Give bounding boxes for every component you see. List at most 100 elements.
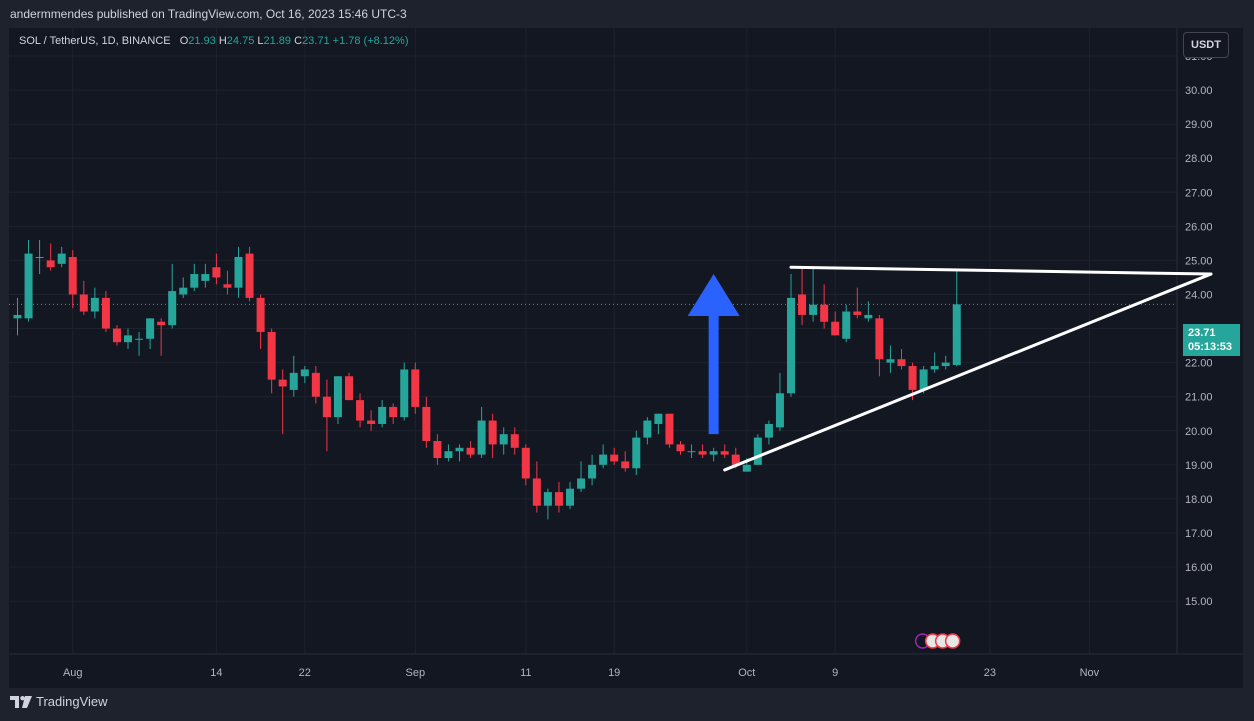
candle-body[interactable]: [90, 297, 99, 312]
candle-body[interactable]: [543, 492, 552, 506]
candle-body[interactable]: [521, 447, 530, 479]
candle-body[interactable]: [698, 451, 707, 455]
candle-body[interactable]: [245, 253, 254, 298]
candle-body[interactable]: [333, 376, 342, 418]
candle-body[interactable]: [831, 321, 840, 336]
candle-body[interactable]: [897, 359, 906, 367]
candle-body[interactable]: [322, 396, 331, 418]
candle-body[interactable]: [367, 420, 376, 424]
candle-body[interactable]: [179, 287, 188, 295]
candle-body[interactable]: [146, 318, 155, 339]
y-tick-label: 19.00: [1185, 460, 1213, 472]
tradingview-brand: TradingView: [36, 694, 108, 709]
candle-body[interactable]: [577, 478, 586, 489]
candle-body[interactable]: [68, 257, 77, 295]
candle-body[interactable]: [24, 253, 33, 319]
candle-body[interactable]: [599, 454, 608, 465]
candle-body[interactable]: [941, 362, 950, 367]
candle-body[interactable]: [101, 297, 110, 329]
tradingview-logo[interactable]: TradingView: [10, 694, 108, 709]
candle-body[interactable]: [787, 297, 795, 394]
up-arrow-drawing[interactable]: [687, 274, 740, 435]
candle-body[interactable]: [687, 451, 696, 453]
candle-body[interactable]: [389, 406, 398, 418]
candle-body[interactable]: [46, 260, 55, 268]
candle-body[interactable]: [300, 369, 309, 377]
last-price-value: 23.71: [1188, 327, 1216, 339]
candle-body[interactable]: [554, 492, 563, 506]
candle-body[interactable]: [455, 447, 464, 452]
candle-body[interactable]: [753, 437, 762, 465]
candle-body[interactable]: [356, 400, 365, 421]
us-flag-icon[interactable]: [944, 633, 961, 649]
candle-body[interactable]: [842, 311, 851, 339]
candlestick-chart[interactable]: 31.0030.0029.0028.0027.0026.0025.0024.00…: [9, 28, 1243, 688]
candle-body[interactable]: [875, 318, 884, 360]
candle-body[interactable]: [610, 454, 619, 462]
candle-body[interactable]: [952, 304, 961, 366]
candle-body[interactable]: [57, 253, 66, 264]
candle-body[interactable]: [400, 369, 409, 418]
candle-body[interactable]: [422, 406, 431, 441]
candle-body[interactable]: [223, 284, 232, 288]
trendline-drawing[interactable]: [723, 272, 1213, 472]
candle-body[interactable]: [720, 451, 729, 455]
candle-body[interactable]: [621, 461, 630, 469]
candle-body[interactable]: [676, 444, 685, 452]
candle-body[interactable]: [201, 274, 210, 281]
candle-body[interactable]: [477, 420, 486, 455]
candle-body[interactable]: [709, 451, 718, 455]
candle-body[interactable]: [13, 314, 22, 319]
candle-body[interactable]: [256, 297, 265, 332]
candle-body[interactable]: [345, 376, 353, 401]
candle-body[interactable]: [919, 369, 928, 390]
candle-body[interactable]: [908, 366, 917, 390]
candle-body[interactable]: [79, 294, 88, 312]
candle-body[interactable]: [588, 464, 597, 479]
candle-body[interactable]: [190, 274, 199, 288]
y-tick-label: 27.00: [1185, 187, 1213, 199]
candle-body[interactable]: [488, 420, 497, 445]
candle-body[interactable]: [864, 314, 873, 319]
candle-body[interactable]: [168, 291, 177, 326]
candle-body[interactable]: [234, 257, 243, 288]
candle-body[interactable]: [510, 434, 519, 448]
candle-body[interactable]: [886, 359, 895, 363]
candle-body[interactable]: [278, 379, 287, 387]
candle-body[interactable]: [775, 393, 784, 428]
candle-body[interactable]: [212, 267, 221, 278]
candle-body[interactable]: [764, 423, 773, 438]
candle-body[interactable]: [930, 366, 939, 370]
candle-body[interactable]: [112, 328, 121, 343]
candle-body[interactable]: [124, 335, 132, 343]
candle-body[interactable]: [157, 321, 166, 326]
candle-body[interactable]: [798, 294, 807, 315]
candle-body[interactable]: [378, 406, 387, 424]
currency-button[interactable]: USDT: [1183, 32, 1229, 58]
candle-body[interactable]: [820, 304, 829, 322]
candle-body[interactable]: [566, 488, 574, 506]
candle-body[interactable]: [665, 413, 674, 445]
candle-body[interactable]: [433, 440, 442, 459]
candle-body[interactable]: [444, 451, 453, 459]
candle-body[interactable]: [499, 434, 508, 445]
candle-body[interactable]: [632, 437, 641, 469]
trendline-drawing[interactable]: [789, 265, 1213, 276]
candle-body[interactable]: [135, 338, 144, 340]
candle-body[interactable]: [731, 454, 740, 465]
candle-body[interactable]: [466, 447, 475, 455]
x-tick-label: Sep: [406, 667, 426, 679]
candle-body[interactable]: [411, 369, 420, 407]
candle-body[interactable]: [289, 372, 298, 390]
candle-body[interactable]: [267, 331, 276, 380]
symbol-title[interactable]: SOL / TetherUS, 1D, BINANCE: [19, 35, 171, 47]
candle-body[interactable]: [311, 372, 320, 397]
candle-body[interactable]: [643, 420, 652, 438]
candle-body[interactable]: [853, 311, 862, 315]
candle-body[interactable]: [809, 304, 818, 315]
candle-body[interactable]: [742, 464, 751, 472]
candle-body[interactable]: [35, 257, 44, 259]
candle-body[interactable]: [532, 478, 541, 506]
candle-body[interactable]: [654, 413, 663, 424]
chart-pane[interactable]: 31.0030.0029.0028.0027.0026.0025.0024.00…: [9, 28, 1243, 688]
